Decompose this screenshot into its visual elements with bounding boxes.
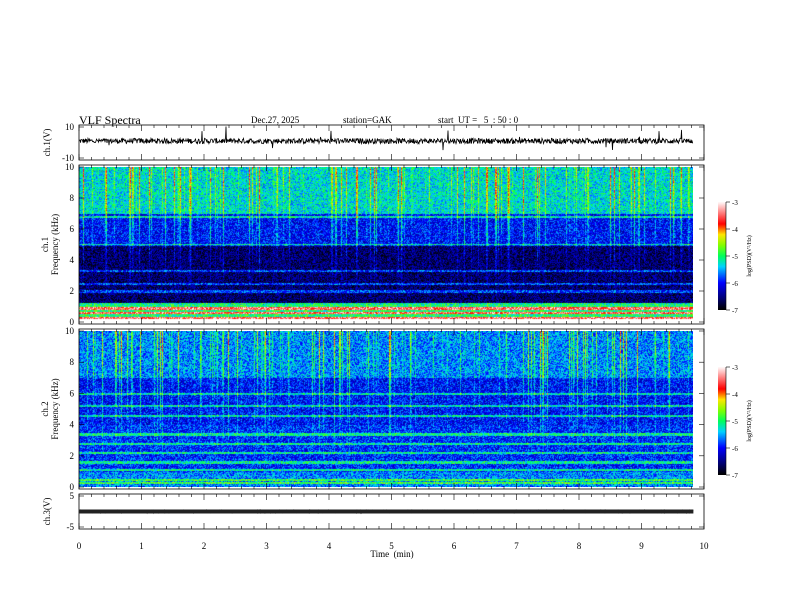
y-axis-label: ch.3(V)	[42, 498, 52, 526]
colorbar-tick-label: -6	[732, 280, 738, 288]
ch1-spectrogram	[79, 167, 693, 322]
colorbar-label: log(PSD)(V²/Hz)	[746, 235, 753, 276]
colorbar-tick-label: -7	[732, 307, 738, 315]
colorbar-tick-label: -3	[732, 364, 738, 372]
x-tick-label: 0	[77, 541, 82, 551]
ch2-colorbar	[718, 367, 726, 475]
y-axis-label: ch.1(V)	[42, 129, 52, 157]
waveform-line	[78, 126, 694, 151]
x-tick-label: 1	[139, 541, 144, 551]
x-tick-label: 5	[389, 541, 394, 551]
colorbar-tick-label: -4	[732, 391, 738, 399]
x-tick-label: 2	[202, 541, 207, 551]
figure-title: VLF Spectra	[79, 113, 141, 127]
colorbar-tick-label: -5	[732, 418, 738, 426]
y-tick-label: 10	[65, 122, 75, 132]
y-tick-label: -5	[67, 522, 75, 532]
y-tick-label: 2	[70, 286, 75, 296]
x-tick-label: 3	[264, 541, 269, 551]
x-tick-label: 10	[700, 541, 710, 551]
date-label: Dec.27, 2025	[251, 115, 300, 125]
y-tick-label: 4	[70, 255, 75, 265]
x-tick-label: 9	[639, 541, 644, 551]
x-tick-label: 7	[514, 541, 519, 551]
ch1-colorbar	[718, 202, 726, 310]
y-axis-label: ch.1Frequency (kHz)	[40, 214, 60, 275]
y-tick-label: 0	[70, 317, 75, 327]
y-tick-label: 0	[70, 482, 75, 492]
x-tick-label: 4	[327, 541, 332, 551]
x-tick-label: 8	[577, 541, 582, 551]
y-axis-label: ch.2Frequency (kHz)	[40, 378, 60, 439]
y-tick-label: 6	[70, 224, 75, 234]
y-tick-label: 10	[65, 162, 75, 172]
x-tick-label: 6	[452, 541, 457, 551]
panel-frame	[78, 328, 705, 490]
start-time-label: start UT = 5 : 50 : 0	[438, 115, 519, 125]
colorbar-tick-label: -4	[732, 226, 738, 234]
colorbar-tick-label: -3	[732, 199, 738, 207]
y-tick-label: 10	[65, 326, 75, 336]
colorbar-tick-label: -7	[732, 472, 738, 480]
y-tick-label: 6	[70, 388, 75, 398]
y-tick-label: 4	[70, 420, 75, 430]
station-label: station=GAK	[343, 115, 392, 125]
ch3-signal-band	[79, 509, 694, 514]
y-tick-label: 8	[70, 357, 75, 367]
y-tick-label: 8	[70, 193, 75, 203]
panel-frame	[78, 164, 705, 325]
x-axis-label: Time (min)	[370, 549, 413, 559]
colorbar-tick-label: -6	[732, 445, 738, 453]
y-tick-label: -10	[62, 153, 74, 163]
y-tick-label: 5	[70, 491, 75, 501]
ch2-spectrogram	[79, 331, 693, 487]
y-tick-label: 2	[70, 451, 75, 461]
colorbar-tick-label: -5	[732, 253, 738, 261]
colorbar-label: log(PSD)(V²/Hz)	[746, 400, 753, 441]
